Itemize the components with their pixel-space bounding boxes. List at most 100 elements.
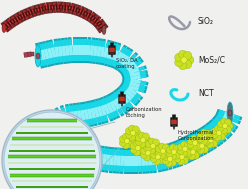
Polygon shape xyxy=(69,3,73,14)
Circle shape xyxy=(219,120,231,132)
Polygon shape xyxy=(224,112,235,118)
Polygon shape xyxy=(124,70,146,78)
Polygon shape xyxy=(46,129,68,139)
Circle shape xyxy=(188,144,195,151)
Polygon shape xyxy=(127,156,131,166)
Polygon shape xyxy=(124,148,128,174)
Circle shape xyxy=(187,146,199,158)
Polygon shape xyxy=(27,9,31,18)
Polygon shape xyxy=(56,6,58,8)
Polygon shape xyxy=(123,77,149,86)
Polygon shape xyxy=(106,48,112,59)
Polygon shape xyxy=(61,38,67,64)
Circle shape xyxy=(217,130,221,136)
Circle shape xyxy=(162,153,169,160)
Circle shape xyxy=(169,152,176,159)
Polygon shape xyxy=(25,8,31,19)
Polygon shape xyxy=(202,127,216,148)
Polygon shape xyxy=(94,145,101,171)
Polygon shape xyxy=(202,124,221,147)
Polygon shape xyxy=(83,145,92,167)
Polygon shape xyxy=(196,131,210,152)
Circle shape xyxy=(211,132,218,139)
Polygon shape xyxy=(71,140,84,165)
Polygon shape xyxy=(87,12,94,21)
Polygon shape xyxy=(8,18,15,26)
Polygon shape xyxy=(83,9,88,18)
Polygon shape xyxy=(50,2,52,13)
Polygon shape xyxy=(21,10,27,21)
FancyBboxPatch shape xyxy=(119,97,125,101)
Polygon shape xyxy=(205,122,224,145)
Circle shape xyxy=(185,151,192,157)
Polygon shape xyxy=(134,150,138,172)
Polygon shape xyxy=(131,156,134,166)
Polygon shape xyxy=(77,148,84,159)
Polygon shape xyxy=(130,72,140,77)
Polygon shape xyxy=(92,16,98,24)
Circle shape xyxy=(205,134,217,146)
Polygon shape xyxy=(162,144,173,170)
Polygon shape xyxy=(129,81,140,88)
Polygon shape xyxy=(60,2,62,13)
Polygon shape xyxy=(215,124,225,134)
Polygon shape xyxy=(106,94,120,119)
Polygon shape xyxy=(18,12,24,21)
Polygon shape xyxy=(101,27,104,29)
Polygon shape xyxy=(7,24,9,26)
Polygon shape xyxy=(64,142,72,153)
Polygon shape xyxy=(24,10,29,19)
Polygon shape xyxy=(100,40,111,66)
Circle shape xyxy=(174,152,180,159)
Polygon shape xyxy=(10,16,17,26)
Polygon shape xyxy=(87,11,92,20)
Polygon shape xyxy=(217,113,237,129)
Polygon shape xyxy=(70,7,72,10)
Ellipse shape xyxy=(102,26,106,35)
Polygon shape xyxy=(73,4,77,15)
Polygon shape xyxy=(15,13,22,23)
Polygon shape xyxy=(93,18,95,20)
Polygon shape xyxy=(39,44,47,66)
Polygon shape xyxy=(123,66,145,76)
Polygon shape xyxy=(53,5,55,10)
Polygon shape xyxy=(6,19,14,28)
Polygon shape xyxy=(89,37,95,64)
Circle shape xyxy=(154,149,160,156)
Polygon shape xyxy=(101,28,106,31)
Circle shape xyxy=(203,139,210,146)
Polygon shape xyxy=(55,47,59,57)
Polygon shape xyxy=(108,93,124,117)
Polygon shape xyxy=(113,89,131,112)
Circle shape xyxy=(174,152,181,158)
Bar xyxy=(9,168,95,170)
Polygon shape xyxy=(20,15,22,18)
Polygon shape xyxy=(94,20,104,28)
Polygon shape xyxy=(199,136,207,146)
Circle shape xyxy=(226,123,233,129)
Circle shape xyxy=(134,130,141,136)
Circle shape xyxy=(135,146,141,150)
Circle shape xyxy=(211,128,218,134)
Circle shape xyxy=(224,126,231,133)
Polygon shape xyxy=(36,4,40,15)
Polygon shape xyxy=(34,5,38,16)
Circle shape xyxy=(222,123,227,129)
Polygon shape xyxy=(100,97,114,122)
Polygon shape xyxy=(124,74,147,82)
Polygon shape xyxy=(204,126,220,146)
Polygon shape xyxy=(95,19,97,22)
Polygon shape xyxy=(68,140,81,162)
Polygon shape xyxy=(186,143,194,153)
Ellipse shape xyxy=(2,23,6,33)
Polygon shape xyxy=(29,8,34,16)
Polygon shape xyxy=(114,91,130,111)
Polygon shape xyxy=(68,2,71,14)
Polygon shape xyxy=(9,20,13,25)
Polygon shape xyxy=(94,147,101,169)
Circle shape xyxy=(174,145,180,152)
Polygon shape xyxy=(73,103,79,129)
Polygon shape xyxy=(63,3,65,12)
Circle shape xyxy=(194,143,201,150)
Polygon shape xyxy=(76,37,80,63)
